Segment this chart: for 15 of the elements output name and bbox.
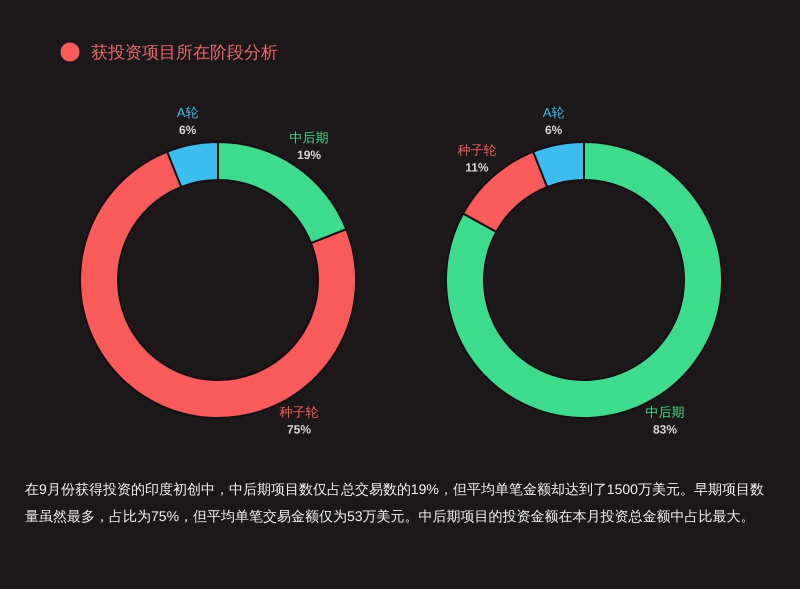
data-label: 11% xyxy=(465,160,489,174)
chart-title: 获投资项目所在阶段分析 xyxy=(91,43,278,62)
text: 在9月份获得投资的印度初创中，中后期项目数仅占总交易数的19%，但平均单笔金额却达到了1500万美元。早期项目数量虽然最多，占比为75%，但平均单笔交易金额仅为53万美元。中后期项目的投资金额在本月投资总金额中占比最大。 xyxy=(25,481,764,524)
slice-label: 中后期 xyxy=(290,130,329,146)
slice-label: A轮 xyxy=(542,104,564,120)
data-label: 19% xyxy=(297,148,322,162)
data-label: 83% xyxy=(652,422,678,436)
slice-label: 种子轮 xyxy=(457,142,496,158)
data-label: 75% xyxy=(286,422,312,436)
slice-label: A轮 xyxy=(176,104,198,120)
data-label: 6% xyxy=(544,122,563,137)
data-label: 6% xyxy=(178,122,197,137)
donut-slice xyxy=(445,141,723,419)
slice-label: 种子轮 xyxy=(280,404,318,420)
slice-label: 中后期 xyxy=(646,404,684,420)
